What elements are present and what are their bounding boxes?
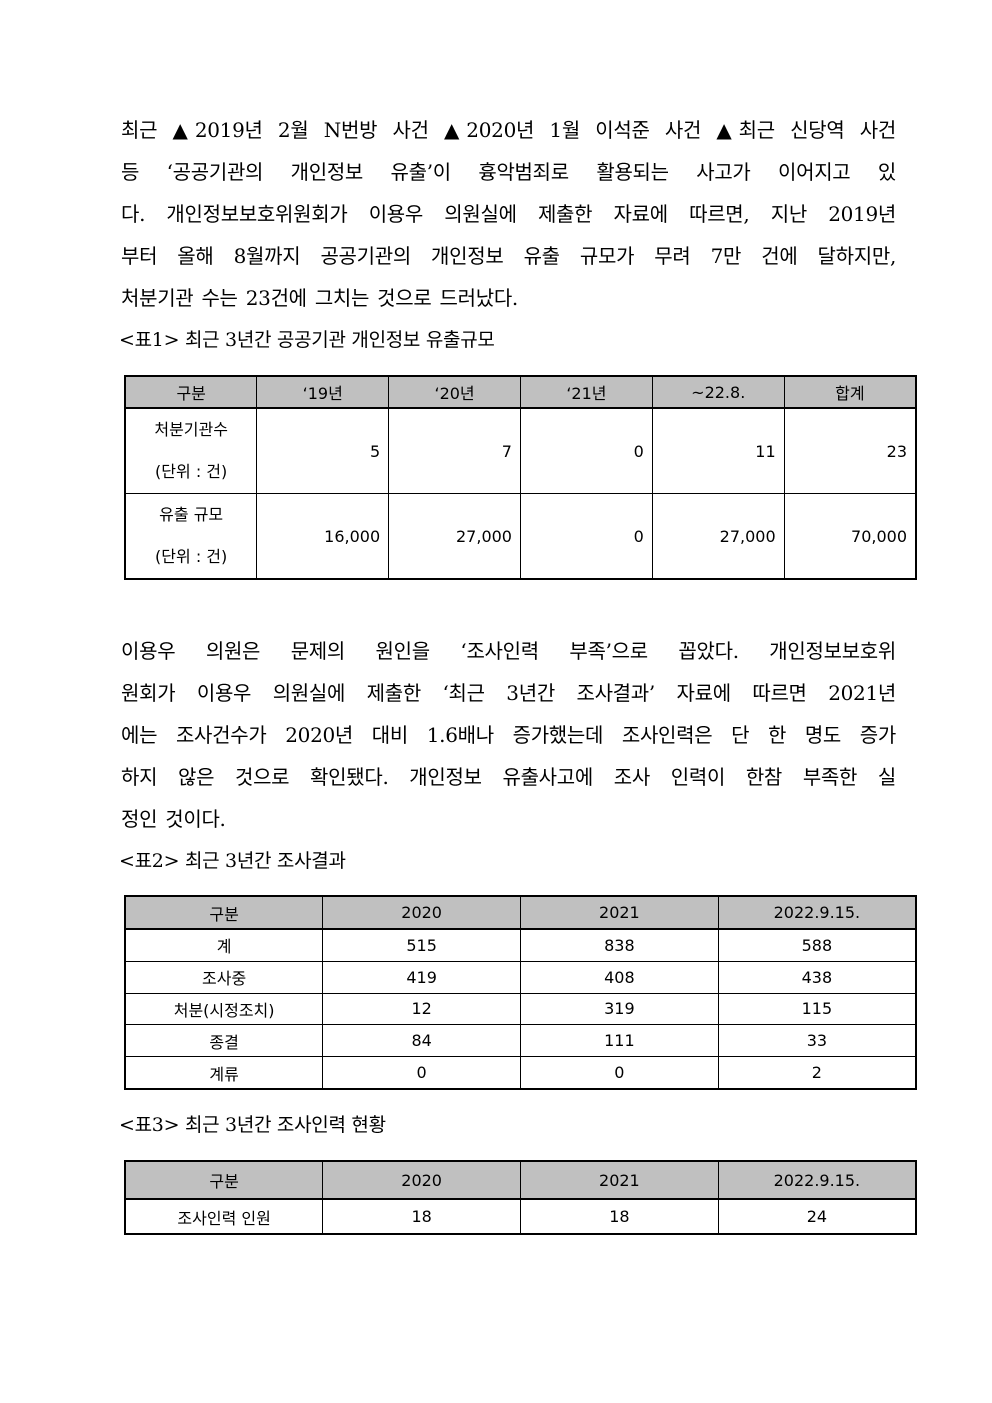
paragraph-line: 등 ‘공공기관의 개인정보 유출’이 흉악범죄로 활용되는 사고가 이어지고 있 bbox=[121, 160, 896, 184]
paragraph-1: 최근 ▲2019년 2월 N번방 사건 ▲2020년 1월 이석준 사건 ▲최근… bbox=[121, 109, 896, 319]
table-cell: 111 bbox=[520, 1024, 719, 1058]
paragraph-line: 부터 올해 8월까지 공공기관의 개인정보 유출 규모가 무려 7만 건에 달하… bbox=[121, 244, 896, 268]
table1-caption: <표1> 최근 3년간 공공기관 개인정보 유출규모 bbox=[119, 329, 495, 351]
table-row: 종결 84 111 33 bbox=[124, 1024, 917, 1058]
table-cell: 33 bbox=[717, 1024, 917, 1058]
row-label: 조사인력 인원 bbox=[124, 1198, 324, 1235]
table-cell: 319 bbox=[520, 992, 719, 1026]
row-label: 계류 bbox=[124, 1056, 324, 1090]
column-header: 2021 bbox=[520, 895, 719, 930]
table-cell: 7 bbox=[388, 407, 521, 494]
table-investigation-results: 구분 2020 2021 2022.9.15. 계 515 838 588 조사중 419 408 4… bbox=[124, 895, 917, 1090]
table-cell: 0 bbox=[322, 1056, 521, 1090]
column-header: ‘21년 bbox=[519, 375, 653, 409]
paragraph-line: 에는 조사건수가 2020년 대비 1.6배나 증가했는데 조사인력은 단 한 … bbox=[121, 723, 896, 747]
paragraph-line: 원회가 이용우 의원실에 제출한 ‘최근 3년간 조사결과’ 자료에 따르면 2… bbox=[121, 681, 896, 705]
column-header: 구분 bbox=[124, 1160, 324, 1200]
table-row: 유출 규모 (단위 : 건) 16,000 27,000 0 27,000 70,000 bbox=[124, 493, 917, 580]
table-cell: 24 bbox=[717, 1198, 917, 1235]
table-row: 계 515 838 588 bbox=[124, 928, 917, 962]
column-header: 2020 bbox=[322, 1160, 521, 1200]
column-header: 2021 bbox=[520, 1160, 719, 1200]
row-label-line: 처분기관수 bbox=[154, 420, 228, 439]
header-row: 구분 2020 2021 2022.9.15. bbox=[124, 1160, 917, 1200]
table-cell: 0 bbox=[519, 407, 653, 494]
table-cell: 438 bbox=[717, 960, 917, 994]
row-label: 처분기관수 (단위 : 건) bbox=[124, 407, 258, 494]
table-cell: 838 bbox=[520, 928, 719, 962]
table-row: 조사인력 인원 18 18 24 bbox=[124, 1198, 917, 1235]
table-row: 처분기관수 (단위 : 건) 5 7 0 11 23 bbox=[124, 407, 917, 494]
table-cell: 0 bbox=[519, 493, 653, 580]
table-cell: 16,000 bbox=[256, 493, 390, 580]
table-cell: 419 bbox=[322, 960, 521, 994]
table-cell: 27,000 bbox=[651, 493, 785, 580]
row-label: 계 bbox=[124, 928, 324, 962]
row-label-line: (단위 : 건) bbox=[155, 462, 228, 481]
table-cell: 27,000 bbox=[388, 493, 521, 580]
table-investigation-staff: 구분 2020 2021 2022.9.15. 조사인력 인원 18 18 24 bbox=[124, 1160, 917, 1235]
table-cell: 588 bbox=[717, 928, 917, 962]
header-row: 구분 ‘19년 ‘20년 ‘21년 ~22.8. 합계 bbox=[124, 375, 917, 409]
table3-caption: <표3> 최근 3년간 조사인력 현황 bbox=[119, 1114, 386, 1136]
table-cell: 84 bbox=[322, 1024, 521, 1058]
table-cell: 408 bbox=[520, 960, 719, 994]
table-cell: 12 bbox=[322, 992, 521, 1026]
table-row: 처분(시정조치) 12 319 115 bbox=[124, 992, 917, 1026]
table-cell: 18 bbox=[322, 1198, 521, 1235]
row-label-line: 유출 규모 bbox=[159, 505, 224, 524]
paragraph-line: 최근 ▲2019년 2월 N번방 사건 ▲2020년 1월 이석준 사건 ▲최근… bbox=[121, 118, 896, 142]
paragraph-2: 이용우 의원은 문제의 원인을 ‘조사인력 부족’으로 꼽았다. 개인정보보호위… bbox=[121, 630, 896, 840]
paragraph-line: 처분기관 수는 23건에 그치는 것으로 드러났다. bbox=[121, 286, 518, 310]
row-label: 유출 규모 (단위 : 건) bbox=[124, 493, 258, 580]
column-header: 구분 bbox=[124, 895, 324, 930]
paragraph-line: 정인 것이다. bbox=[121, 807, 226, 831]
row-label-line: (단위 : 건) bbox=[155, 547, 228, 566]
column-header: ‘20년 bbox=[388, 375, 521, 409]
column-header: 구분 bbox=[124, 375, 258, 409]
column-header: ‘19년 bbox=[256, 375, 390, 409]
table-row: 계류 0 0 2 bbox=[124, 1056, 917, 1090]
table-cell: 70,000 bbox=[783, 493, 917, 580]
column-header: 2022.9.15. bbox=[717, 1160, 917, 1200]
row-label: 처분(시정조치) bbox=[124, 992, 324, 1026]
column-header: 합계 bbox=[783, 375, 917, 409]
paragraph-line: 다. 개인정보보호위원회가 이용우 의원실에 제출한 자료에 따르면, 지난 2… bbox=[121, 202, 896, 226]
paragraph-line: 이용우 의원은 문제의 원인을 ‘조사인력 부족’으로 꼽았다. 개인정보보호위 bbox=[121, 639, 896, 663]
table-cell: 5 bbox=[256, 407, 390, 494]
column-header: 2022.9.15. bbox=[717, 895, 917, 930]
table-cell: 0 bbox=[520, 1056, 719, 1090]
table-cell: 115 bbox=[717, 992, 917, 1026]
table-cell: 18 bbox=[520, 1198, 719, 1235]
table-cell: 515 bbox=[322, 928, 521, 962]
column-header: 2020 bbox=[322, 895, 521, 930]
table-cell: 23 bbox=[783, 407, 917, 494]
paragraph-line: 하지 않은 것으로 확인됐다. 개인정보 유출사고에 조사 인력이 한참 부족한… bbox=[121, 765, 896, 789]
header-row: 구분 2020 2021 2022.9.15. bbox=[124, 895, 917, 930]
row-label: 종결 bbox=[124, 1024, 324, 1058]
table-row: 조사중 419 408 438 bbox=[124, 960, 917, 994]
table-cell: 11 bbox=[651, 407, 785, 494]
table2-caption: <표2> 최근 3년간 조사결과 bbox=[119, 850, 346, 872]
row-label: 조사중 bbox=[124, 960, 324, 994]
column-header: ~22.8. bbox=[651, 375, 785, 409]
table-cell: 2 bbox=[717, 1056, 917, 1090]
